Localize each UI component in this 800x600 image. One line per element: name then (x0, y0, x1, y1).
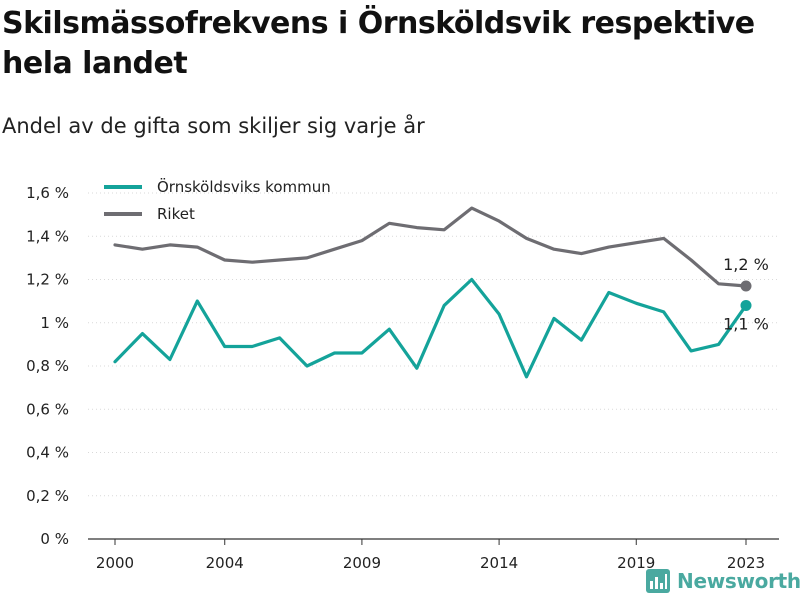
y-tick-label: 0 % (40, 530, 69, 548)
x-tick-label: 2023 (727, 554, 765, 572)
x-tick-label: 2014 (480, 554, 518, 572)
y-tick-label: 1,6 % (26, 184, 69, 202)
y-tick-label: 1,4 % (26, 227, 69, 245)
y-tick-label: 0,2 % (26, 487, 69, 505)
series-line (113, 277, 748, 379)
y-axis-ticks: 0 % 0,2 % 0,4 % 0,6 % 0,8 % 1 % 1,2 % 1,4 % 1,6 … (26, 184, 69, 548)
legend-label: Riket (157, 205, 195, 223)
legend: Örnsköldsviks kommun Riket (104, 177, 331, 223)
x-tick-label: 2004 (206, 554, 244, 572)
end-point-marker (740, 299, 752, 311)
x-tick-label: 2019 (617, 554, 655, 572)
y-tick-label: 1,2 % (26, 271, 69, 289)
x-axis-ticks: 2000 2004 2009 2014 2019 2023 (96, 539, 765, 572)
end-value-label: 1,1 % (723, 314, 769, 333)
y-tick-label: 0,4 % (26, 444, 69, 462)
newsworthy-logo: Newsworthy (645, 568, 800, 594)
x-tick-label: 2000 (96, 554, 134, 572)
x-tick-label: 2009 (343, 554, 381, 572)
chart-subtitle: Andel av de gifta som skiljer sig varje … (2, 114, 425, 138)
end-labels: 1,1 % 1,2 % (723, 255, 769, 333)
y-tick-label: 0,8 % (26, 357, 69, 375)
y-tick-label: 1 % (40, 314, 69, 332)
series-line (113, 206, 748, 288)
chart-title: Skilsmässofrekvens i Örnsköldsvik respek… (2, 6, 755, 81)
newsworthy-icon (646, 569, 670, 593)
y-tick-label: 0,6 % (26, 400, 69, 418)
series-lines (113, 206, 752, 379)
end-value-label: 1,2 % (723, 255, 769, 274)
end-point-marker (740, 280, 752, 292)
legend-label: Örnsköldsviks kommun (157, 177, 331, 196)
gridlines (88, 192, 779, 540)
brand-name: Newsworthy (677, 569, 800, 593)
